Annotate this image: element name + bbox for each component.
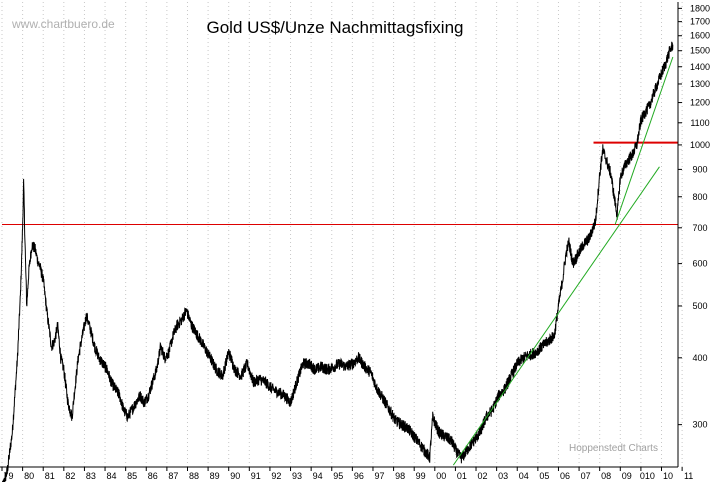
x-tick-label: 88 [189,471,199,481]
y-tick-label: 1300 [690,79,710,89]
x-tick-label: 96 [354,471,364,481]
x-tick-label: 98 [395,471,405,481]
x-tick-label: 91 [251,471,261,481]
price-series [2,41,674,482]
x-tick-label: 84 [107,471,117,481]
x-tick-label: 11 [684,471,693,481]
watermark-text: www.chartbuero.de [11,17,115,31]
x-tick-label: 82 [65,471,75,481]
x-tick-label: 99 [416,471,426,481]
y-tick-label: 800 [692,192,707,202]
y-tick-label: 1500 [690,46,710,56]
x-tick-label: 05 [539,471,549,481]
x-tick-label: 08 [601,471,611,481]
x-tick-label: 86 [148,471,158,481]
y-tick-label: 1700 [690,17,710,27]
y-tick-label: 1600 [690,31,710,41]
y-tick-label: 500 [692,301,707,311]
x-tick-label: 09 [622,471,632,481]
x-tick-label: 95 [333,471,343,481]
y-tick-label: 900 [692,164,707,174]
y-tick-label: 1400 [690,62,710,72]
x-tick-label: 03 [498,471,508,481]
y-tick-label: 400 [692,353,707,363]
y-tick-label: 1000 [690,140,710,150]
y-tick-label: 600 [692,259,707,269]
x-tick-label: 79 [3,471,13,481]
x-tick-label: 02 [478,471,488,481]
chart-title: Gold US$/Unze Nachmittagsfixing [206,18,463,37]
trendline [614,56,674,225]
x-tick-label: 85 [127,471,137,481]
y-axis: 300 400 500 600 700 800 900 1000 1100 1200 1300 140… [678,3,710,430]
x-tick-label: 010 [640,471,655,481]
x-tick-label: 87 [168,471,178,481]
x-tick-label: 93 [292,471,302,481]
x-tick-label: 97 [374,471,384,481]
y-tick-label: 300 [692,420,707,430]
source-label: Hoppenstedt Charts [569,443,658,454]
x-tick-label: 07 [581,471,591,481]
x-tick-label: 06 [560,471,570,481]
x-axis: 79 80 81 82 83 84 85 86 87 88 89 90 91 92 93 94 95 96 97 98… [1,467,693,481]
x-tick-label: 89 [210,471,220,481]
x-tick-label: 94 [313,471,323,481]
y-tick-label: 1800 [690,3,710,13]
x-tick-label: 01 [457,471,467,481]
y-tick-label: 700 [692,223,707,233]
x-tick-label: 04 [519,471,529,481]
y-tick-label: 1100 [690,118,709,128]
x-tick-label: 90 [230,471,240,481]
x-tick-label: 00 [436,471,446,481]
x-tick-label: 81 [45,471,55,481]
x-tick-label: 92 [271,471,281,481]
trendlines [452,56,674,466]
y-tick-label: 1200 [690,98,710,108]
x-tick-label: 10 [663,471,673,481]
trendline [452,166,660,466]
grid-layer [1,2,683,467]
x-tick-label: 80 [24,471,34,481]
price-line [2,41,674,482]
x-tick-label: 83 [86,471,96,481]
